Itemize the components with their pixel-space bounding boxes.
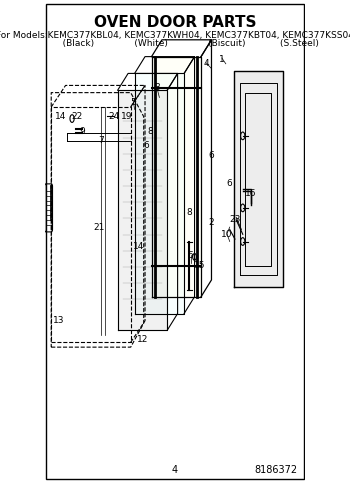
Text: 15: 15 [194, 261, 205, 270]
Polygon shape [118, 90, 167, 330]
Polygon shape [152, 57, 201, 297]
Text: 14: 14 [55, 112, 66, 121]
Text: (Black)              (White)              (Biscuit)            (S.Steel): (Black) (White) (Biscuit) (S.Steel) [31, 39, 319, 48]
Text: 1: 1 [219, 55, 225, 64]
Text: 4: 4 [203, 59, 209, 68]
Text: 5: 5 [131, 98, 136, 107]
Text: 4: 4 [172, 465, 178, 475]
Text: 7: 7 [98, 136, 104, 145]
Text: 19: 19 [121, 112, 133, 121]
Text: 10: 10 [221, 230, 233, 239]
Text: 2: 2 [209, 218, 214, 227]
Text: 14: 14 [133, 242, 144, 251]
Text: 6: 6 [188, 252, 194, 260]
Text: For Models:KEMC377KBL04, KEMC377KWH04, KEMC377KBT04, KEMC377KSS04: For Models:KEMC377KBL04, KEMC377KWH04, K… [0, 30, 350, 40]
Text: OVEN DOOR PARTS: OVEN DOOR PARTS [94, 15, 256, 30]
Text: 8: 8 [147, 127, 153, 136]
Text: 6: 6 [144, 141, 149, 150]
Text: 21: 21 [94, 223, 105, 231]
Polygon shape [135, 73, 184, 313]
Text: 6: 6 [209, 151, 214, 159]
Text: 16: 16 [245, 189, 256, 198]
Text: 12: 12 [137, 336, 148, 344]
Polygon shape [234, 71, 283, 287]
Text: 24: 24 [108, 112, 119, 121]
Text: 9: 9 [79, 127, 85, 136]
Text: 23: 23 [229, 215, 240, 225]
Text: 6: 6 [227, 179, 233, 188]
Text: 13: 13 [53, 316, 65, 325]
Text: 8186372: 8186372 [254, 465, 298, 475]
Text: 3: 3 [154, 84, 160, 92]
Text: 22: 22 [72, 112, 83, 121]
Text: 8: 8 [187, 208, 192, 217]
